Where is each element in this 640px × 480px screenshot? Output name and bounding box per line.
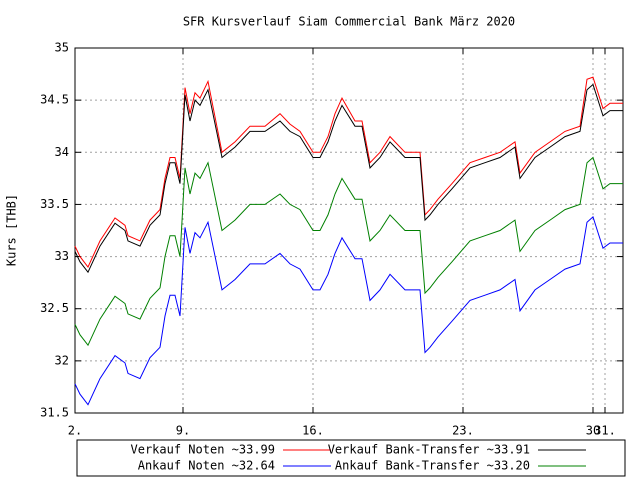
legend-label: Ankauf Bank-Transfer ~33.20 — [335, 459, 530, 473]
y-tick-label: 32.5 — [40, 301, 69, 315]
series-line — [74, 83, 623, 274]
x-tick-label: 31. — [594, 424, 616, 438]
legend-label: Verkauf Noten ~33.99 — [131, 443, 276, 457]
chart-title: SFR Kursverlauf Siam Commercial Bank Mär… — [183, 15, 515, 29]
legend-box — [76, 439, 626, 477]
series-line — [74, 156, 623, 347]
legend-label: Verkauf Bank-Transfer ~33.91 — [328, 443, 530, 457]
y-tick-label: 33.5 — [40, 197, 69, 211]
plot-frame — [74, 47, 624, 414]
x-tick-label: 2. — [68, 424, 82, 438]
x-tick-label: 30 — [586, 424, 600, 438]
series-line — [74, 76, 623, 268]
x-tick-label: 23. — [452, 424, 474, 438]
y-tick-label: 32 — [55, 353, 69, 367]
series-line — [74, 216, 623, 406]
y-tick-label: 35 — [55, 41, 69, 55]
y-tick-label: 31.5 — [40, 406, 69, 420]
x-tick-label: 9. — [176, 424, 190, 438]
y-axis-label: Kurs [THB] — [5, 194, 19, 266]
y-tick-label: 33 — [55, 249, 69, 263]
legend-label: Ankauf Noten ~32.64 — [138, 459, 275, 473]
y-tick-label: 34 — [55, 145, 69, 159]
y-tick-label: 34.5 — [40, 93, 69, 107]
x-tick-label: 16. — [302, 424, 324, 438]
